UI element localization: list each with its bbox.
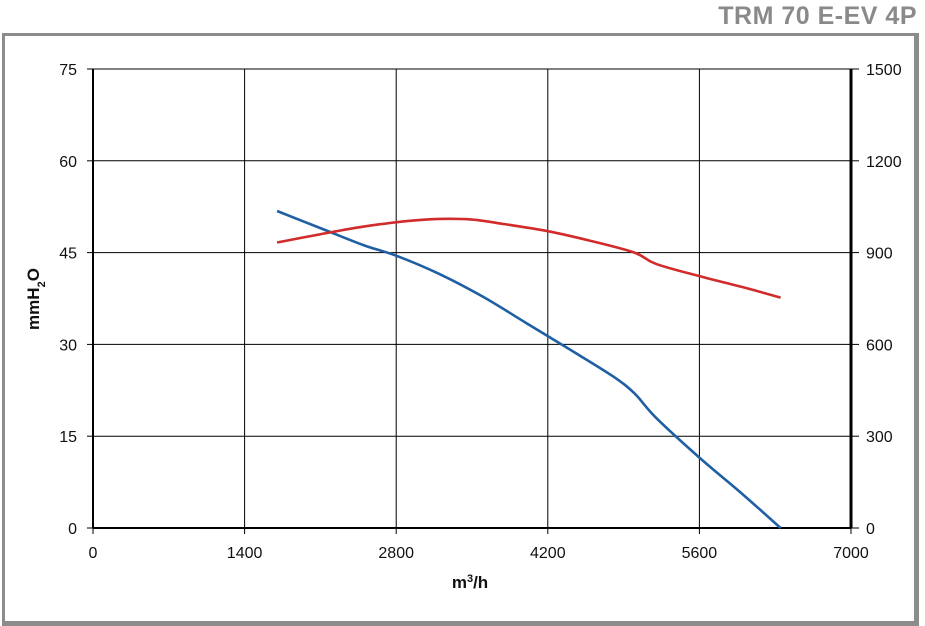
grid-lines <box>93 68 851 528</box>
y-left-tick-label: 75 <box>59 62 77 79</box>
x-axis-label-main: m <box>452 573 467 592</box>
x-tick-label: 0 <box>89 545 98 562</box>
ticks: 0 1400 2800 4200 5600 7000 0 15 30 45 60 75 0 300 600 9… <box>59 62 901 562</box>
x-axis-label-sup: 3 <box>467 573 473 585</box>
model-title: TRM 70 E-EV 4P <box>718 2 917 30</box>
y-right-tick-label: 0 <box>866 521 875 538</box>
y-right-tick-label: 1500 <box>866 62 902 79</box>
y-axis-label: mmH2O <box>24 268 48 330</box>
x-axis-label-rest: /h <box>473 573 488 592</box>
y-axis-label-main: mmH <box>24 287 43 330</box>
fan-curve-chart: 0 1400 2800 4200 5600 7000 0 15 30 45 60 75 0 300 600 9… <box>24 62 902 592</box>
x-tick-label: 1400 <box>227 545 263 562</box>
x-axis-label: m3/h <box>452 573 488 592</box>
y-right-tick-label: 1200 <box>866 154 902 171</box>
y-left-tick-label: 15 <box>59 429 77 446</box>
x-tick-label: 5600 <box>682 545 718 562</box>
series-line-left-axis <box>276 209 782 529</box>
y-right-tick-label: 900 <box>866 246 893 263</box>
y-left-tick-label: 0 <box>68 521 77 538</box>
axes <box>92 69 853 529</box>
y-left-tick-label: 60 <box>59 154 77 171</box>
x-tick-label: 2800 <box>378 545 414 562</box>
y-left-tick-label: 45 <box>59 246 77 263</box>
x-tick-label: 7000 <box>833 545 869 562</box>
x-tick-label: 4200 <box>530 545 566 562</box>
y-axis-label-rest: O <box>24 268 43 281</box>
y-axis-label-sub: 2 <box>36 281 48 287</box>
y-right-tick-label: 300 <box>866 429 893 446</box>
chart-frame: 0 1400 2800 4200 5600 7000 0 15 30 45 60 75 0 300 600 9… <box>2 33 919 626</box>
y-right-tick-label: 600 <box>866 337 893 354</box>
y-left-tick-label: 30 <box>59 337 77 354</box>
series-lines <box>276 209 782 529</box>
series-line-right-axis <box>276 217 781 299</box>
